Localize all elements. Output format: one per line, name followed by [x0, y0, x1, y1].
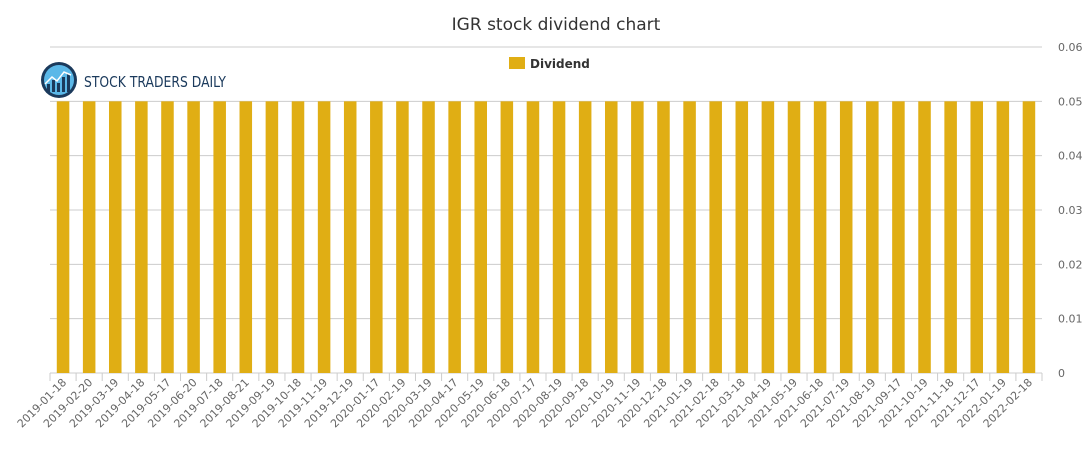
- bar-2021-07-19[interactable]: [839, 101, 853, 373]
- bar-2020-12-18[interactable]: [657, 101, 670, 373]
- x-axis-ticks: 2019-01-182019-02-202019-03-192019-04-18…: [15, 373, 1035, 430]
- bar-2020-05-19[interactable]: [474, 101, 488, 373]
- bar-chart-globe-icon: [41, 62, 77, 98]
- y-tick-label: 0.05: [1058, 95, 1083, 108]
- bar-2021-12-17[interactable]: [970, 101, 984, 373]
- logo: STOCK TRADERS DAILY: [41, 62, 227, 98]
- bar-2019-02-20[interactable]: [82, 101, 96, 373]
- bar-2020-03-19[interactable]: [422, 101, 435, 373]
- y-tick-label: 0.01: [1058, 313, 1083, 326]
- bar-2021-01-19[interactable]: [683, 101, 696, 373]
- bar-2020-07-17[interactable]: [526, 101, 540, 373]
- bar-2019-10-18[interactable]: [291, 101, 305, 373]
- bar-2019-12-19[interactable]: [343, 101, 357, 373]
- y-tick-label: 0.04: [1058, 150, 1083, 163]
- bar-2019-09-19[interactable]: [265, 101, 279, 373]
- chart-title: IGR stock dividend chart: [452, 15, 661, 35]
- bar-2019-08-21[interactable]: [239, 101, 253, 373]
- bar-2019-05-17[interactable]: [161, 101, 174, 373]
- bar-2020-08-19[interactable]: [552, 101, 566, 373]
- bar-2021-09-17[interactable]: [892, 101, 905, 373]
- bar-2019-01-18[interactable]: [56, 101, 70, 373]
- bar-2022-01-19[interactable]: [996, 101, 1010, 373]
- bar-2019-06-20[interactable]: [187, 101, 200, 373]
- bar-2020-02-19[interactable]: [396, 101, 409, 373]
- bar-2021-04-19[interactable]: [761, 101, 775, 373]
- bar-2021-11-18[interactable]: [944, 101, 957, 373]
- bar-2019-04-18[interactable]: [135, 101, 148, 373]
- legend-label-dividend[interactable]: Dividend: [530, 57, 590, 71]
- bar-2021-05-19[interactable]: [787, 101, 801, 373]
- bar-2019-07-18[interactable]: [213, 101, 226, 373]
- bar-2021-06-18[interactable]: [813, 101, 827, 373]
- y-tick-label: 0.03: [1058, 204, 1083, 217]
- bar-2020-10-19[interactable]: [604, 101, 618, 373]
- bar-2021-02-18[interactable]: [709, 101, 722, 373]
- y-tick-label: 0.02: [1058, 258, 1083, 271]
- bar-2020-01-17[interactable]: [370, 101, 383, 373]
- y-tick-label: 0: [1058, 367, 1065, 380]
- logo-text: STOCK TRADERS DAILY: [84, 73, 227, 91]
- bars: [56, 101, 1036, 373]
- bar-2020-09-18[interactable]: [578, 101, 592, 373]
- legend-swatch-dividend[interactable]: [509, 57, 525, 69]
- bar-2022-02-18[interactable]: [1022, 101, 1036, 373]
- bar-2019-03-19[interactable]: [108, 101, 122, 373]
- bar-2019-11-19[interactable]: [317, 101, 331, 373]
- y-tick-label: 0.06: [1058, 41, 1083, 54]
- bar-2020-06-18[interactable]: [500, 101, 514, 373]
- bar-2021-03-18[interactable]: [735, 101, 749, 373]
- bar-2020-11-19[interactable]: [631, 101, 644, 373]
- bar-2021-10-19[interactable]: [918, 101, 931, 373]
- bar-2021-08-19[interactable]: [866, 101, 879, 373]
- y-axis-ticks: 0 0.01 0.02 0.03 0.04 0.05 0.06: [1058, 41, 1083, 380]
- legend[interactable]: Dividend: [509, 57, 590, 71]
- bar-2020-04-17[interactable]: [448, 101, 461, 373]
